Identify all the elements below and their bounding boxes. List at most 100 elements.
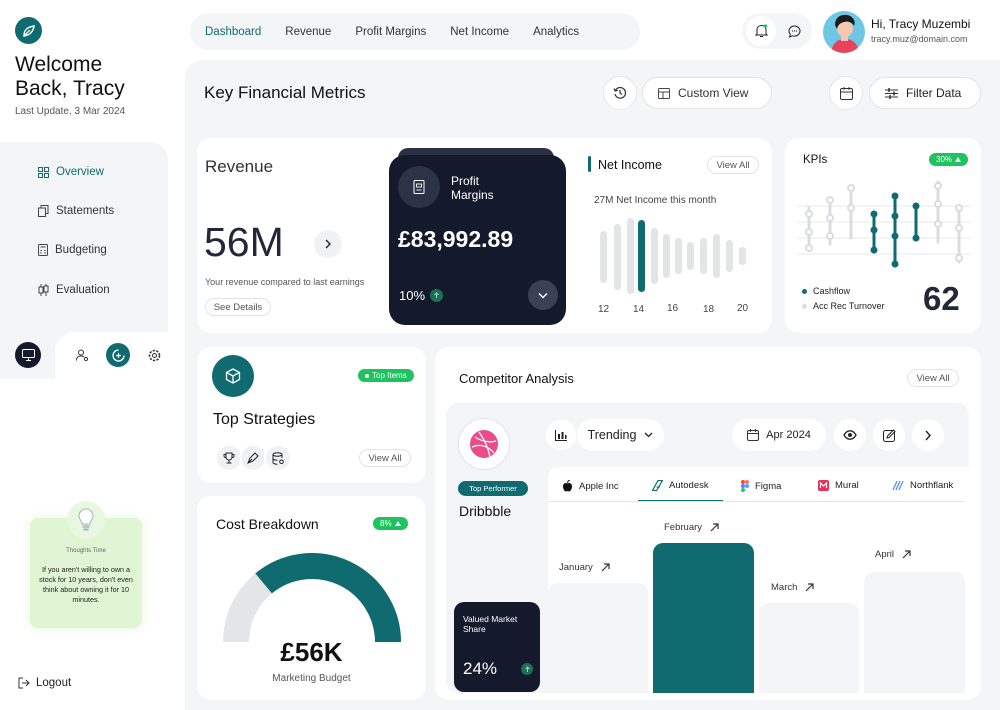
profit-percent-value: 10% [399,288,426,303]
tab-net-income[interactable]: Net Income [450,25,510,38]
chevron-down-icon [538,292,548,298]
chart-type-button[interactable] [546,420,576,450]
chat-icon [787,24,801,38]
net-income-xlabel-14: 14 [633,304,645,315]
tab-divider [548,501,965,502]
profit-card-shadow [398,148,554,158]
tab-apple-inc[interactable]: Apple Inc [562,480,619,492]
last-update: Last Update, 3 Mar 2024 [15,106,126,117]
month-name: January [559,562,593,573]
month-name: February [664,522,703,533]
tab-profit-margins[interactable]: Profit Margins [355,25,427,38]
month-bar-january[interactable] [548,583,648,693]
custom-view-button[interactable]: Custom View [642,77,772,109]
cube-icon [225,368,241,384]
sidebar-nav [0,142,168,332]
tab-mural[interactable]: Mural [818,480,859,491]
notification-button[interactable] [746,16,776,46]
net-income-xlabel-20: 20 [737,303,749,314]
history-button[interactable] [603,76,637,110]
tab-analytics[interactable]: Analytics [533,25,580,38]
page-title: Key Financial Metrics [204,83,366,102]
calendar-button[interactable] [829,76,863,110]
month-name: March [771,582,798,593]
apple-icon [563,480,572,492]
edit-button[interactable] [873,419,905,451]
pen-nib-icon [247,452,259,464]
net-income-title: Net Income [598,158,662,172]
thought-text: If you aren't willing to own a stock for… [39,565,133,604]
logout-button[interactable]: Logout [18,677,71,689]
view-button[interactable] [834,419,866,451]
kpis-value: 62 [923,280,960,317]
revenue-caption: Your revenue compared to last earnings [205,277,365,287]
avatar[interactable] [823,11,865,53]
sidebar-item-budgeting[interactable]: Budgeting [38,244,107,256]
gauge-fill [255,553,401,643]
strategy-pen-button[interactable] [239,444,267,472]
top-performer-name: Dribbble [459,503,512,519]
filter-data-button[interactable]: Filter Data [869,77,981,109]
analytics-button[interactable] [106,343,130,367]
sidebar-item-label: Budgeting [55,244,107,256]
messages-button[interactable] [780,17,808,45]
triangle-up-icon [955,157,962,162]
cost-title: Cost Breakdown [216,516,319,532]
sliders-icon [885,87,898,99]
company-label: Northflank [910,480,954,491]
tab-dashboard[interactable]: Dashboard [205,25,262,38]
arrow-up-right-icon [805,583,815,592]
month-bar-march[interactable] [759,603,859,693]
date-picker[interactable]: Apr 2024 [732,419,826,451]
gear-icon [148,349,160,361]
company-label: Autodesk [669,480,709,491]
badge-dot [365,373,369,378]
profit-icon-button[interactable] [398,166,440,208]
cost-gauge [223,553,401,643]
net-income-chart [600,218,746,294]
tab-autodesk[interactable]: Autodesk [652,480,709,491]
tab-northflank[interactable]: Northflank [892,480,953,491]
profit-expand-button[interactable] [528,280,558,310]
user-settings-button[interactable] [70,343,94,367]
sidebar-item-evaluation[interactable]: Evaluation [38,284,110,296]
net-income-subtitle: 27M Net Income this month [594,195,717,206]
next-button[interactable] [912,419,944,451]
strategies-view-all[interactable]: View All [359,449,411,467]
kpis-legend-cashflow: Cashflow [802,286,850,296]
sidebar-item-label: Evaluation [56,284,110,296]
date-label: Apr 2024 [766,429,811,441]
kpis-legend-turnover: Acc Rec Turnover [802,301,885,311]
company-label: Mural [835,480,859,491]
month-bar-april[interactable] [864,572,965,693]
competitor-view-all[interactable]: View All [907,369,959,387]
presentation-button[interactable] [15,342,41,368]
month-label-april: April [875,549,911,560]
sidebar-item-label: Overview [56,166,104,178]
sidebar-item-statements[interactable]: Statements [38,205,114,217]
see-details-button[interactable]: See Details [205,298,271,316]
top-items-label: Top Items [372,371,407,380]
chevron-right-icon [925,430,931,440]
net-income-xlabel-18: 18 [703,304,715,315]
trending-dropdown[interactable]: Trending [577,419,664,451]
month-bar-february[interactable] [653,543,754,693]
tab-figma[interactable]: Figma [741,480,781,492]
settings-button[interactable] [142,343,166,367]
history-icon [613,86,627,99]
net-income-accent [588,156,591,172]
market-share-card [454,602,540,692]
tab-revenue[interactable]: Revenue [285,25,332,38]
net-income-view-all[interactable]: View All [707,156,759,174]
legend-dot [802,288,807,294]
dribbble-icon [470,430,498,458]
welcome-line-1: Welcome [15,53,103,76]
leaf-icon [22,24,35,37]
month-label-january: January [559,562,610,573]
strategy-database-button[interactable] [264,444,292,472]
app-logo[interactable] [15,17,42,44]
revenue-next-button[interactable] [314,230,342,258]
monitor-icon [21,349,35,361]
chevron-down-icon [644,432,653,438]
sidebar-item-overview[interactable]: Overview [38,166,104,178]
